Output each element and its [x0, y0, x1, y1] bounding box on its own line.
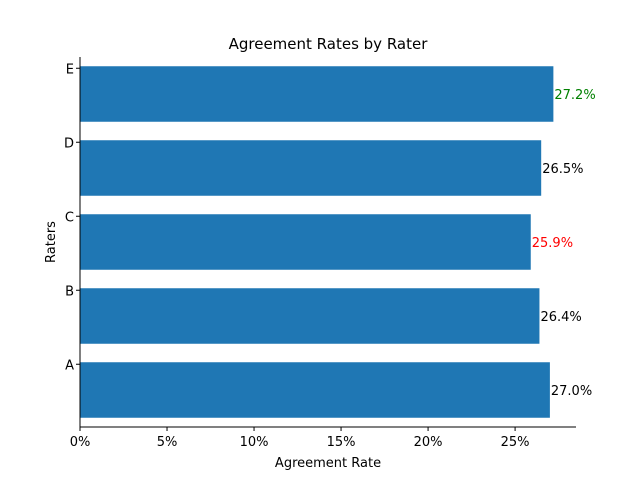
y-tick-label-a: A — [65, 358, 74, 373]
x-axis-label: Agreement Rate — [275, 456, 381, 471]
data-label-a: 27.0% — [551, 384, 592, 399]
data-labels-layer: 27.0% 26.4% 25.9% 26.5% 27.2% — [532, 88, 596, 399]
x-tick-label-3: 15% — [327, 435, 356, 450]
bar-c — [80, 214, 531, 270]
x-tick-label-5: 25% — [501, 435, 530, 450]
y-tick-label-d: D — [64, 136, 74, 151]
chart-title: Agreement Rates by Rater — [229, 35, 429, 53]
bar-d — [80, 140, 542, 196]
y-tick-label-c: C — [65, 210, 74, 225]
x-tick-label-4: 20% — [414, 435, 443, 450]
bar-a — [80, 362, 550, 418]
bars-layer — [80, 66, 554, 418]
y-tick-label-b: B — [65, 284, 74, 299]
data-label-e: 27.2% — [554, 88, 595, 103]
x-tick-label-2: 10% — [240, 435, 269, 450]
x-tick-label-1: 5% — [157, 435, 178, 450]
data-label-d: 26.5% — [542, 162, 583, 177]
x-ticks-layer: 0% 5% 10% 15% 20% 25% — [70, 427, 530, 450]
bar-b — [80, 288, 540, 344]
y-ticks-layer: A B C D E — [64, 62, 80, 373]
bar-e — [80, 66, 554, 122]
data-label-c: 25.9% — [532, 236, 573, 251]
y-axis-label: Raters — [44, 221, 59, 263]
y-tick-label-e: E — [66, 62, 74, 77]
x-tick-label-0: 0% — [70, 435, 91, 450]
data-label-b: 26.4% — [540, 310, 581, 325]
